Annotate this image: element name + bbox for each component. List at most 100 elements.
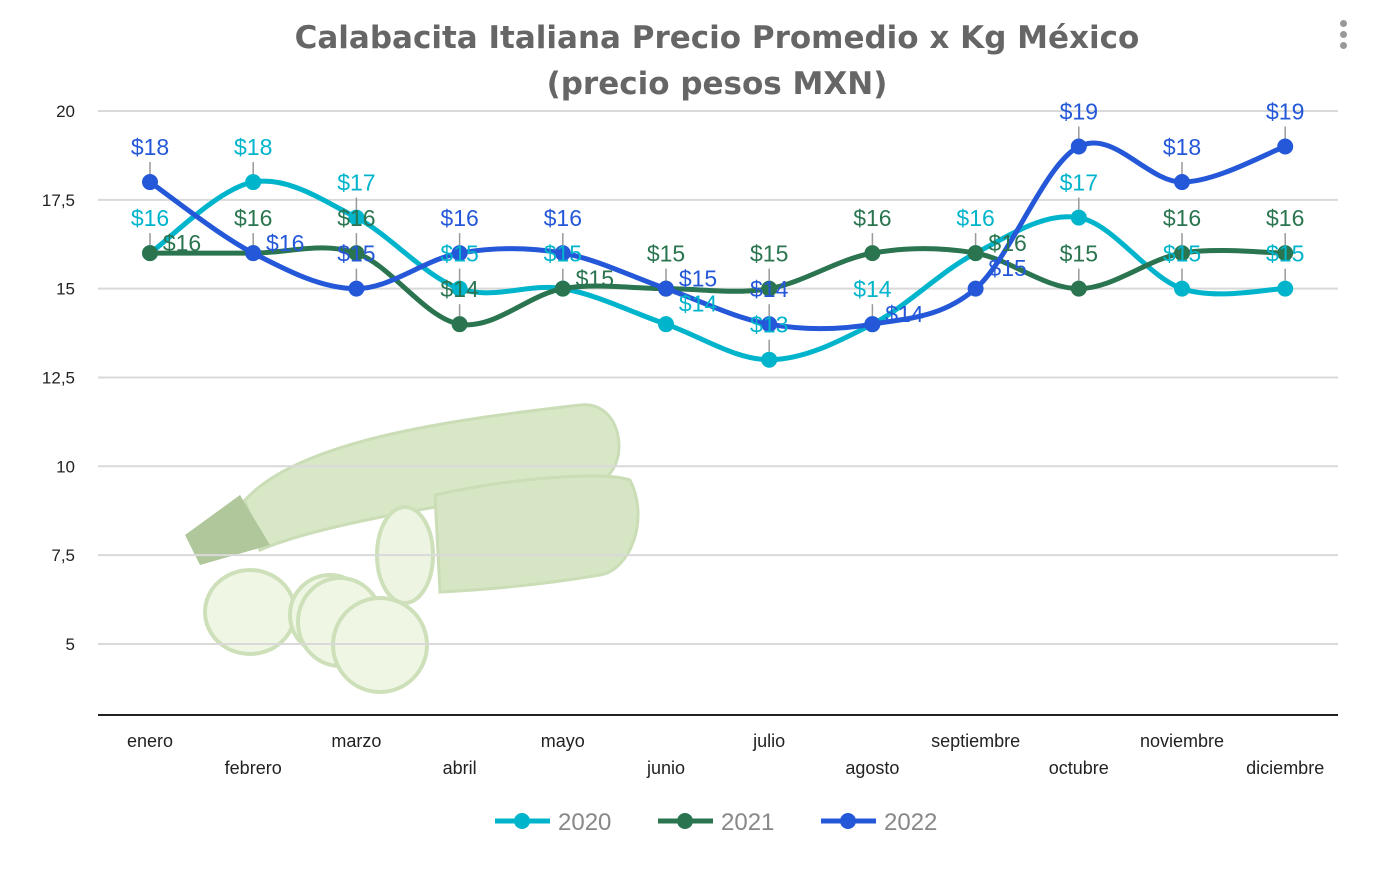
data-label: $14 bbox=[750, 276, 789, 302]
data-label: $16 bbox=[163, 230, 201, 256]
data-point bbox=[348, 209, 365, 226]
data-point bbox=[967, 280, 984, 297]
data-label: $15 bbox=[1266, 241, 1304, 267]
x-tick-label: febrero bbox=[225, 758, 282, 778]
y-tick-label: 12,5 bbox=[42, 368, 75, 387]
data-point bbox=[864, 316, 881, 333]
x-tick-label: marzo bbox=[331, 731, 381, 751]
legend-marker bbox=[677, 813, 693, 829]
legend-label: 2022 bbox=[884, 809, 937, 836]
data-label: $19 bbox=[1060, 99, 1098, 125]
y-tick-label: 20 bbox=[56, 102, 75, 121]
data-label: $15 bbox=[440, 241, 478, 267]
chart-title-line-1: Calabacita Italiana Precio Promedio x Kg… bbox=[295, 20, 1140, 56]
legend-label: 2020 bbox=[558, 809, 611, 836]
data-point bbox=[142, 174, 158, 191]
data-point bbox=[348, 245, 365, 262]
data-label: $18 bbox=[234, 134, 272, 160]
data-label: $14 bbox=[885, 301, 924, 327]
data-label: $15 bbox=[679, 266, 717, 292]
series-2022 bbox=[142, 138, 1294, 333]
data-point bbox=[1070, 138, 1087, 155]
data-point bbox=[761, 351, 778, 368]
data-point bbox=[967, 245, 984, 262]
series-line-2021 bbox=[149, 245, 1286, 328]
series-line-2022 bbox=[148, 140, 1287, 332]
y-tick-label: 7,5 bbox=[51, 546, 75, 565]
data-point bbox=[451, 245, 468, 262]
data-point bbox=[864, 245, 881, 262]
data-label: $14 bbox=[679, 291, 718, 317]
data-label: $16 bbox=[1163, 205, 1201, 231]
series-2020 bbox=[142, 174, 1294, 368]
data-label: $17 bbox=[337, 170, 375, 196]
more-vertical-icon[interactable] bbox=[1340, 20, 1348, 53]
data-point bbox=[348, 280, 365, 297]
x-tick-label: agosto bbox=[845, 758, 899, 778]
data-label: $15 bbox=[544, 241, 582, 267]
data-label: $16 bbox=[337, 205, 375, 231]
data-label: $13 bbox=[750, 312, 788, 338]
data-label: $16 bbox=[853, 205, 891, 231]
data-label: $15 bbox=[576, 266, 614, 292]
data-label: $15 bbox=[1060, 241, 1098, 267]
data-label: $18 bbox=[131, 134, 169, 160]
data-point bbox=[1277, 138, 1294, 155]
y-tick-label: 10 bbox=[56, 457, 75, 476]
data-label: $16 bbox=[131, 205, 169, 231]
data-point bbox=[658, 316, 674, 333]
y-tick-label: 15 bbox=[56, 280, 75, 299]
legend-item-2020[interactable]: 2020 bbox=[495, 809, 611, 836]
zucchini-image bbox=[185, 403, 640, 694]
data-point bbox=[1277, 245, 1294, 262]
data-point bbox=[554, 245, 571, 262]
data-point bbox=[451, 316, 468, 333]
data-point bbox=[1174, 174, 1190, 191]
data-label: $15 bbox=[750, 241, 788, 267]
y-tick-label: 5 bbox=[66, 635, 75, 654]
data-label: $15 bbox=[1163, 241, 1201, 267]
x-tick-label: julio bbox=[752, 731, 785, 751]
data-point bbox=[1070, 209, 1087, 226]
x-tick-label: octubre bbox=[1049, 758, 1109, 778]
data-label: $14 bbox=[853, 276, 892, 302]
data-point bbox=[761, 316, 778, 333]
legend-marker bbox=[514, 813, 530, 829]
data-label: $18 bbox=[1163, 134, 1201, 160]
x-tick-label: mayo bbox=[541, 731, 585, 751]
data-label: $15 bbox=[337, 241, 375, 267]
data-point bbox=[245, 174, 262, 191]
data-point bbox=[1174, 280, 1190, 297]
data-label: $19 bbox=[1266, 99, 1304, 125]
data-label: $16 bbox=[266, 230, 304, 256]
data-point bbox=[554, 280, 571, 297]
legend-marker bbox=[840, 813, 856, 829]
x-tick-label: abril bbox=[443, 758, 477, 778]
chart-title-line-2: (precio pesos MXN) bbox=[547, 66, 888, 102]
legend-item-2021[interactable]: 2021 bbox=[658, 809, 774, 836]
data-label: $16 bbox=[1266, 205, 1304, 231]
data-label: $15 bbox=[988, 255, 1026, 281]
data-label: $16 bbox=[544, 205, 582, 231]
series-line-2020 bbox=[148, 178, 1286, 363]
data-point bbox=[245, 245, 262, 262]
data-label: $16 bbox=[956, 205, 994, 231]
data-point bbox=[658, 280, 674, 297]
data-label: $17 bbox=[1060, 170, 1098, 196]
legend-label: 2021 bbox=[721, 809, 774, 836]
legend-item-2022[interactable]: 2022 bbox=[821, 809, 937, 836]
data-point bbox=[142, 245, 158, 262]
data-point bbox=[451, 280, 468, 297]
data-label: $15 bbox=[647, 241, 685, 267]
data-label: $16 bbox=[234, 205, 272, 231]
x-tick-label: diciembre bbox=[1246, 758, 1324, 778]
data-label: $14 bbox=[440, 276, 479, 302]
data-point bbox=[1174, 245, 1190, 262]
x-tick-label: junio bbox=[646, 758, 685, 778]
data-point bbox=[761, 280, 778, 297]
y-tick-label: 17,5 bbox=[42, 191, 75, 210]
x-tick-label: noviembre bbox=[1140, 731, 1224, 751]
x-tick-label: enero bbox=[127, 731, 173, 751]
data-label: $16 bbox=[440, 205, 478, 231]
